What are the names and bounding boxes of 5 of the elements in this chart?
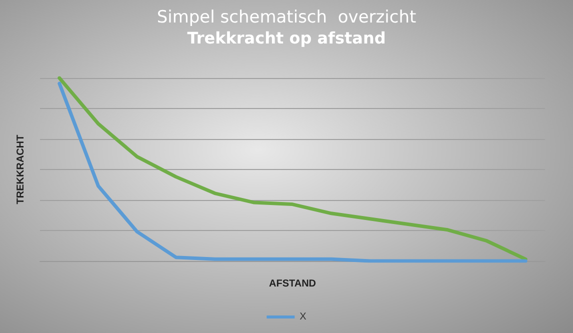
x-axis-title: AFSTAND (268, 278, 316, 290)
chart-subtitle: Trekkracht op afstand (187, 28, 386, 48)
chart-title: Simpel schematisch overzicht (156, 8, 417, 28)
legend-label: X (300, 312, 307, 322)
y-axis-title: TREKKRACHT (16, 134, 26, 204)
